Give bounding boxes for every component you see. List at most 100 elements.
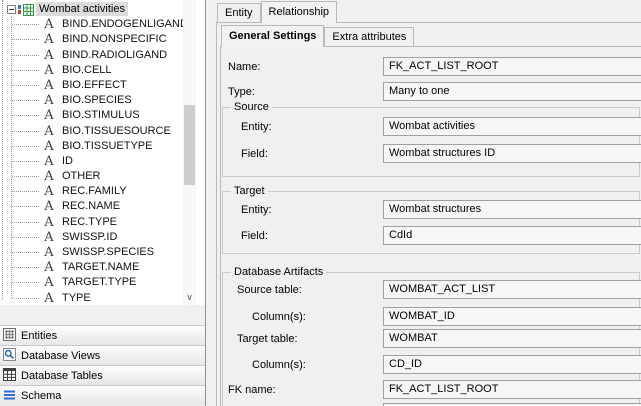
- tree-vertical-scrollbar[interactable]: ∨: [183, 0, 196, 305]
- target-columns-field[interactable]: CD_ID: [383, 355, 641, 374]
- fk-name-label: FK name:: [228, 384, 276, 396]
- source-columns-label: Column(s):: [252, 311, 306, 323]
- fk-name-field[interactable]: FK_ACT_LIST_ROOT: [383, 380, 641, 399]
- table-icon: [3, 367, 16, 384]
- tree-item[interactable]: A BIO.TISSUESOURCE: [0, 124, 183, 139]
- attribute-icon: A: [44, 214, 54, 230]
- scroll-down-icon[interactable]: ∨: [186, 292, 193, 302]
- tree-item[interactable]: A BIO.TISSUETYPE: [0, 139, 183, 154]
- sidebar-item-label: Database Views: [21, 349, 101, 362]
- attribute-icon: A: [44, 93, 54, 109]
- tree-item[interactable]: A REC.NAME: [0, 199, 183, 214]
- tree-item[interactable]: A BIO.EFFECT: [0, 78, 183, 93]
- tree-item[interactable]: A TARGET.TYPE: [0, 275, 183, 290]
- tree-item[interactable]: A BIND.RADIOLIGAND: [0, 48, 183, 63]
- sidebar-item-database-views[interactable]: Database Views: [0, 345, 205, 365]
- attribute-icon: A: [44, 260, 54, 276]
- tree-item-label: SWISSP.ID: [62, 230, 118, 243]
- list-icon: [3, 388, 16, 404]
- collapse-expander-icon[interactable]: [7, 5, 16, 14]
- type-label: Type:: [228, 86, 255, 98]
- database-artifacts-legend: Database Artifacts: [231, 266, 327, 278]
- tree-item-label: BIND.NONSPECIFIC: [62, 33, 167, 46]
- outer-tab-bar: Entity Relationship: [217, 0, 338, 23]
- tree-item[interactable]: A SWISSP.SPECIES: [0, 245, 183, 260]
- tree-item-label: BIO.CELL: [62, 63, 112, 76]
- target-entity-label: Entity:: [241, 204, 272, 216]
- attribute-icon: A: [44, 138, 54, 154]
- scrollbar-thumb[interactable]: [184, 105, 195, 185]
- entity-icon: [18, 4, 34, 19]
- tree-item[interactable]: A REC.TYPE: [0, 215, 183, 230]
- source-group-legend: Source: [231, 101, 272, 113]
- attribute-icon: A: [44, 108, 54, 124]
- tree-item-label: TARGET.NAME: [62, 261, 140, 274]
- tree-item[interactable]: A SWISSP.ID: [0, 230, 183, 245]
- tree-item-label: BIO.TISSUESOURCE: [62, 124, 171, 137]
- sidebar-item-schema[interactable]: Schema: [0, 385, 205, 405]
- tree-item-label: BIND.ENDOGENLIGAND: [62, 18, 188, 31]
- attribute-icon: A: [44, 153, 54, 169]
- source-entity-field[interactable]: Wombat activities: [383, 117, 641, 136]
- tree-item-label: REC.TYPE: [62, 215, 118, 228]
- grid-icon: [3, 327, 16, 344]
- target-field-field[interactable]: CdId: [383, 226, 641, 245]
- tree-guide-line: [11, 16, 12, 298]
- attribute-icon: A: [44, 290, 54, 305]
- target-table-field[interactable]: WOMBAT: [383, 329, 641, 348]
- tree-item-label: TARGET.TYPE: [62, 276, 137, 289]
- tab-entity[interactable]: Entity: [217, 3, 261, 22]
- source-columns-field[interactable]: WOMBAT_ID: [383, 307, 641, 326]
- attribute-icon: A: [44, 123, 54, 139]
- partial-field[interactable]: [383, 403, 641, 406]
- target-columns-label: Column(s):: [252, 359, 306, 371]
- sidebar-item-label: Schema: [21, 389, 62, 402]
- source-field-field[interactable]: Wombat structures ID: [383, 144, 641, 163]
- target-entity-field[interactable]: Wombat structures: [383, 200, 641, 219]
- attribute-icon: A: [44, 229, 54, 245]
- tree-item-label: BIO.STIMULUS: [62, 109, 140, 122]
- type-field[interactable]: Many to one: [383, 82, 641, 101]
- source-group: Source: [222, 101, 640, 177]
- tab-extra-attributes[interactable]: Extra attributes: [324, 27, 415, 46]
- tree-item[interactable]: A BIO.SPECIES: [0, 93, 183, 108]
- source-table-field[interactable]: WOMBAT_ACT_LIST: [383, 280, 641, 299]
- tree-item[interactable]: A BIO.CELL: [0, 63, 183, 78]
- tree-item-label: SWISSP.SPECIES: [62, 246, 155, 258]
- tab-relationship[interactable]: Relationship: [260, 1, 338, 23]
- target-group: Target: [222, 185, 640, 254]
- tree-item[interactable]: A TARGET.NAME: [0, 260, 183, 275]
- target-field-label: Field:: [241, 230, 268, 242]
- attribute-icon: A: [44, 169, 54, 185]
- attribute-icon: A: [44, 17, 54, 33]
- tree-item-label: TYPE: [62, 291, 91, 304]
- tree-root-item[interactable]: Wombat activities: [0, 2, 183, 17]
- tab-general-settings[interactable]: General Settings: [221, 25, 325, 47]
- attribute-icon: A: [44, 77, 54, 93]
- attribute-icon: A: [44, 47, 54, 63]
- sidebar-item-label: Entities: [21, 329, 58, 342]
- tree-item-label: OTHER: [62, 170, 101, 183]
- tree-item[interactable]: A BIO.STIMULUS: [0, 108, 183, 123]
- tree-item-label: BIO.SPECIES: [62, 94, 132, 107]
- attribute-icon: A: [44, 245, 54, 260]
- sidebar-accordion: Entities Database Views Database Tables …: [0, 325, 205, 405]
- tree-item[interactable]: A ID: [0, 154, 183, 169]
- sidebar-item-database-tables[interactable]: Database Tables: [0, 365, 205, 385]
- attribute-icon: A: [44, 275, 54, 291]
- tree-item-label: REC.NAME: [62, 200, 121, 213]
- sidebar-item-entities[interactable]: Entities: [0, 325, 205, 345]
- tree-item[interactable]: A TYPE: [0, 291, 183, 305]
- tree-guide-line: [2, 0, 3, 300]
- tree-item[interactable]: A BIND.ENDOGENLIGAND: [0, 17, 188, 33]
- tree-item-label: BIO.TISSUETYPE: [62, 139, 153, 152]
- tree-item[interactable]: A REC.FAMILY: [0, 184, 183, 199]
- magnifier-icon: [3, 347, 16, 364]
- inner-tab-bar: General Settings Extra attributes: [221, 24, 415, 47]
- name-field[interactable]: FK_ACT_LIST_ROOT: [383, 57, 641, 76]
- tree-item[interactable]: A OTHER: [0, 169, 183, 184]
- tree-item[interactable]: A BIND.NONSPECIFIC: [0, 32, 183, 47]
